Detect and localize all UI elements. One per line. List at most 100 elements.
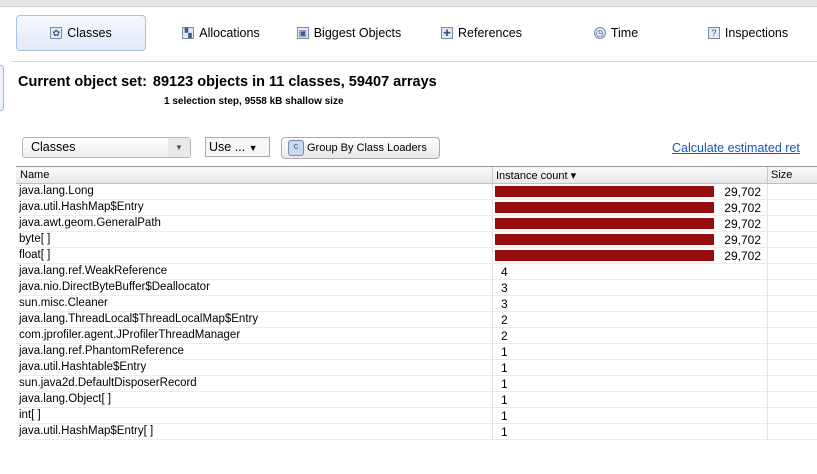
count-value: 1 xyxy=(501,377,508,391)
count-value: 4 xyxy=(501,265,508,279)
biggest-objects-icon: ▣ xyxy=(296,27,309,39)
table-row[interactable]: float[ ] 29,702 xyxy=(16,248,817,264)
table-row[interactable]: java.util.HashMap$Entry[ ] 1 xyxy=(16,424,817,440)
tab-inspections[interactable]: ? Inspections xyxy=(703,15,793,51)
class-name: java.lang.Long xyxy=(19,185,94,197)
class-name: java.lang.ref.WeakReference xyxy=(19,265,168,277)
count-value: 3 xyxy=(501,281,508,295)
column-label: Instance count xyxy=(496,170,568,182)
table-row[interactable]: java.util.Hashtable$Entry 1 xyxy=(16,360,817,376)
instance-count-cell: 1 xyxy=(492,392,768,408)
button-label: Group By Class Loaders xyxy=(307,142,427,154)
instance-count-cell: 1 xyxy=(492,344,768,360)
chevron-down-icon: ▼ xyxy=(248,143,258,153)
size-cell xyxy=(767,248,817,264)
tab-label: Classes xyxy=(67,26,112,40)
count-value: 2 xyxy=(501,329,508,343)
count-value: 29,702 xyxy=(724,201,761,215)
size-cell xyxy=(767,392,817,408)
class-name: byte[ ] xyxy=(19,233,51,245)
use-menu-label: Use ... xyxy=(209,140,246,154)
table-row[interactable]: sun.misc.Cleaner 3 xyxy=(16,296,817,312)
chevron-down-icon: ▼ xyxy=(168,138,190,157)
table-row[interactable]: java.lang.Object[ ] 1 xyxy=(16,392,817,408)
classes-table: Name Instance count ▾ Size java.lang.Lon… xyxy=(16,166,817,440)
class-name: java.util.HashMap$Entry[ ] xyxy=(19,425,154,437)
table-row[interactable]: java.util.HashMap$Entry 29,702 xyxy=(16,200,817,216)
class-name: int[ ] xyxy=(19,409,41,421)
instance-count-cell: 1 xyxy=(492,424,768,440)
question-icon: ? xyxy=(707,27,720,39)
table-row[interactable]: java.awt.geom.GeneralPath 29,702 xyxy=(16,216,817,232)
count-value: 1 xyxy=(501,393,508,407)
tab-biggest-objects[interactable]: ▣ Biggest Objects xyxy=(289,15,409,51)
tab-references[interactable]: ✚ References xyxy=(434,15,529,51)
clock-icon: ◷ xyxy=(593,27,606,39)
use-menu[interactable]: Use ... ▼ xyxy=(205,137,270,157)
count-value: 29,702 xyxy=(724,217,761,231)
size-cell xyxy=(767,376,817,392)
table-row[interactable]: java.lang.ref.WeakReference 4 xyxy=(16,264,817,280)
divider xyxy=(11,61,817,62)
size-cell xyxy=(767,360,817,376)
instance-count-cell: 29,702 xyxy=(492,200,768,216)
count-value: 2 xyxy=(501,313,508,327)
count-bar xyxy=(495,250,714,261)
instance-count-cell: 29,702 xyxy=(492,248,768,264)
tab-allocations[interactable]: ▚ Allocations xyxy=(171,15,271,51)
page-title: Current object set: 89123 objects in 11 c… xyxy=(18,74,437,90)
references-icon: ✚ xyxy=(441,27,454,39)
classes-icon: ✿ xyxy=(50,27,63,39)
class-name: java.nio.DirectByteBuffer$Deallocator xyxy=(19,281,210,293)
table-row[interactable]: java.lang.ThreadLocal$ThreadLocalMap$Ent… xyxy=(16,312,817,328)
column-header-name[interactable]: Name xyxy=(20,169,50,181)
count-bar xyxy=(495,186,714,197)
size-cell xyxy=(767,424,817,440)
table-body: java.lang.Long 29,702 java.util.HashMap$… xyxy=(16,184,817,440)
size-cell xyxy=(767,280,817,296)
tab-label: Allocations xyxy=(199,26,260,40)
title-label: Current object set: xyxy=(18,74,147,90)
size-cell xyxy=(767,296,817,312)
class-name: java.lang.ThreadLocal$ThreadLocalMap$Ent… xyxy=(19,313,259,325)
count-value: 3 xyxy=(501,297,508,311)
instance-count-cell: 3 xyxy=(492,280,768,296)
group-by-class-loaders-button[interactable]: c Group By Class Loaders xyxy=(281,137,440,159)
view-toolbar: ✿ Classes ▚ Allocations ▣ Biggest Objects ✚… xyxy=(16,15,817,51)
size-cell xyxy=(767,216,817,232)
view-select[interactable]: Classes ▼ xyxy=(22,137,191,158)
table-row[interactable]: java.lang.Long 29,702 xyxy=(16,184,817,200)
table-row[interactable]: int[ ] 1 xyxy=(16,408,817,424)
table-row[interactable]: sun.java2d.DefaultDisposerRecord 1 xyxy=(16,376,817,392)
class-name: com.jprofiler.agent.JProfilerThreadManag… xyxy=(19,329,241,341)
instance-count-cell: 2 xyxy=(492,328,768,344)
allocations-icon: ▚ xyxy=(182,27,195,39)
tab-time[interactable]: ◷ Time xyxy=(586,15,646,51)
table-row[interactable]: byte[ ] 29,702 xyxy=(16,232,817,248)
instance-count-cell: 2 xyxy=(492,312,768,328)
table-row[interactable]: com.jprofiler.agent.JProfilerThreadManag… xyxy=(16,328,817,344)
table-header: Name Instance count ▾ Size xyxy=(16,167,817,184)
class-name: java.awt.geom.GeneralPath xyxy=(19,217,161,229)
column-header-size[interactable]: Size xyxy=(771,169,793,181)
instance-count-cell: 29,702 xyxy=(492,232,768,248)
size-cell xyxy=(767,408,817,424)
class-name: java.lang.Object[ ] xyxy=(19,393,112,405)
tab-classes[interactable]: ✿ Classes xyxy=(16,15,146,51)
tab-label: Time xyxy=(610,26,639,40)
calculate-retained-link[interactable]: Calculate estimated ret xyxy=(672,141,800,155)
class-name: sun.misc.Cleaner xyxy=(19,297,108,309)
table-row[interactable]: java.lang.ref.PhantomReference 1 xyxy=(16,344,817,360)
size-cell xyxy=(767,232,817,248)
size-cell xyxy=(767,328,817,344)
tab-label: References xyxy=(458,26,522,40)
side-tab[interactable] xyxy=(0,65,4,111)
count-value: 1 xyxy=(501,345,508,359)
sort-desc-icon: ▾ xyxy=(570,170,577,182)
size-cell xyxy=(767,264,817,280)
table-row[interactable]: java.nio.DirectByteBuffer$Deallocator 3 xyxy=(16,280,817,296)
class-name: float[ ] xyxy=(19,249,51,261)
size-cell xyxy=(767,200,817,216)
column-header-instance-count[interactable]: Instance count ▾ xyxy=(496,169,576,182)
count-bar xyxy=(495,218,714,229)
